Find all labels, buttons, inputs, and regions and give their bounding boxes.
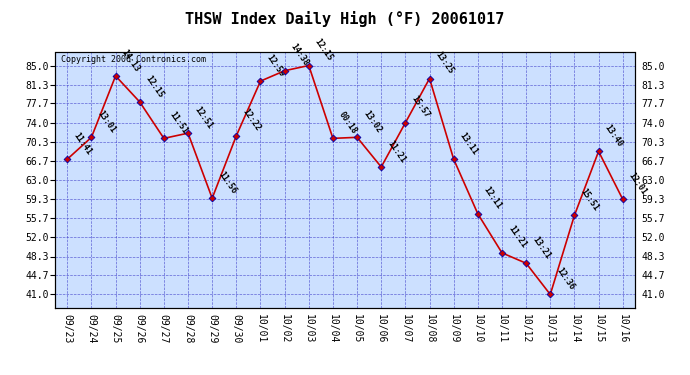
Point (230, 133, 241, 139)
Point (424, 75, 435, 81)
Text: 12:51: 12:51 (193, 105, 214, 130)
Text: 11:41: 11:41 (72, 131, 93, 156)
Text: 13:25: 13:25 (434, 50, 455, 76)
Text: 13:02: 13:02 (362, 109, 383, 135)
Text: 13:11: 13:11 (458, 131, 480, 156)
Point (279, 68, 290, 74)
Point (62, 156, 73, 162)
Text: Copyright 2006 Contronics.com: Copyright 2006 Contronics.com (61, 55, 206, 64)
Point (448, 156, 459, 162)
Point (327, 135, 338, 141)
Text: 13:40: 13:40 (603, 123, 624, 148)
Text: 15:57: 15:57 (410, 94, 431, 120)
Text: 11:21: 11:21 (386, 139, 407, 164)
Point (110, 73, 121, 79)
Text: 12:01: 12:01 (627, 171, 649, 196)
Text: 12:11: 12:11 (482, 185, 504, 211)
Text: 12:22: 12:22 (241, 107, 262, 133)
Point (472, 211, 483, 217)
Text: THSW Index Daily High (°F) 20061017: THSW Index Daily High (°F) 20061017 (186, 11, 504, 27)
Text: 12:36: 12:36 (555, 266, 576, 292)
Text: 15:51: 15:51 (579, 187, 600, 213)
Point (182, 130, 193, 136)
Text: 13:01: 13:01 (96, 109, 117, 135)
Point (520, 260, 531, 266)
Text: 14:13: 14:13 (120, 48, 141, 73)
Text: 12:15: 12:15 (313, 37, 335, 63)
Point (351, 134, 363, 140)
Point (303, 63, 314, 69)
Point (158, 135, 169, 141)
Point (569, 212, 580, 218)
Point (134, 99, 145, 105)
Text: 11:51: 11:51 (168, 110, 190, 136)
Point (375, 164, 386, 170)
Text: 11:56: 11:56 (217, 170, 238, 195)
Point (86, 134, 97, 140)
Point (206, 195, 217, 201)
Point (496, 250, 507, 256)
Text: 12:59: 12:59 (265, 53, 286, 78)
Text: 13:21: 13:21 (531, 235, 552, 261)
Point (617, 196, 628, 202)
Text: 14:38: 14:38 (289, 42, 311, 68)
Text: 00:18: 00:18 (337, 110, 359, 136)
Text: 11:21: 11:21 (506, 225, 528, 250)
Point (544, 291, 555, 297)
Point (593, 148, 604, 154)
Point (400, 120, 411, 126)
Point (255, 78, 266, 84)
Text: 12:15: 12:15 (144, 74, 166, 99)
